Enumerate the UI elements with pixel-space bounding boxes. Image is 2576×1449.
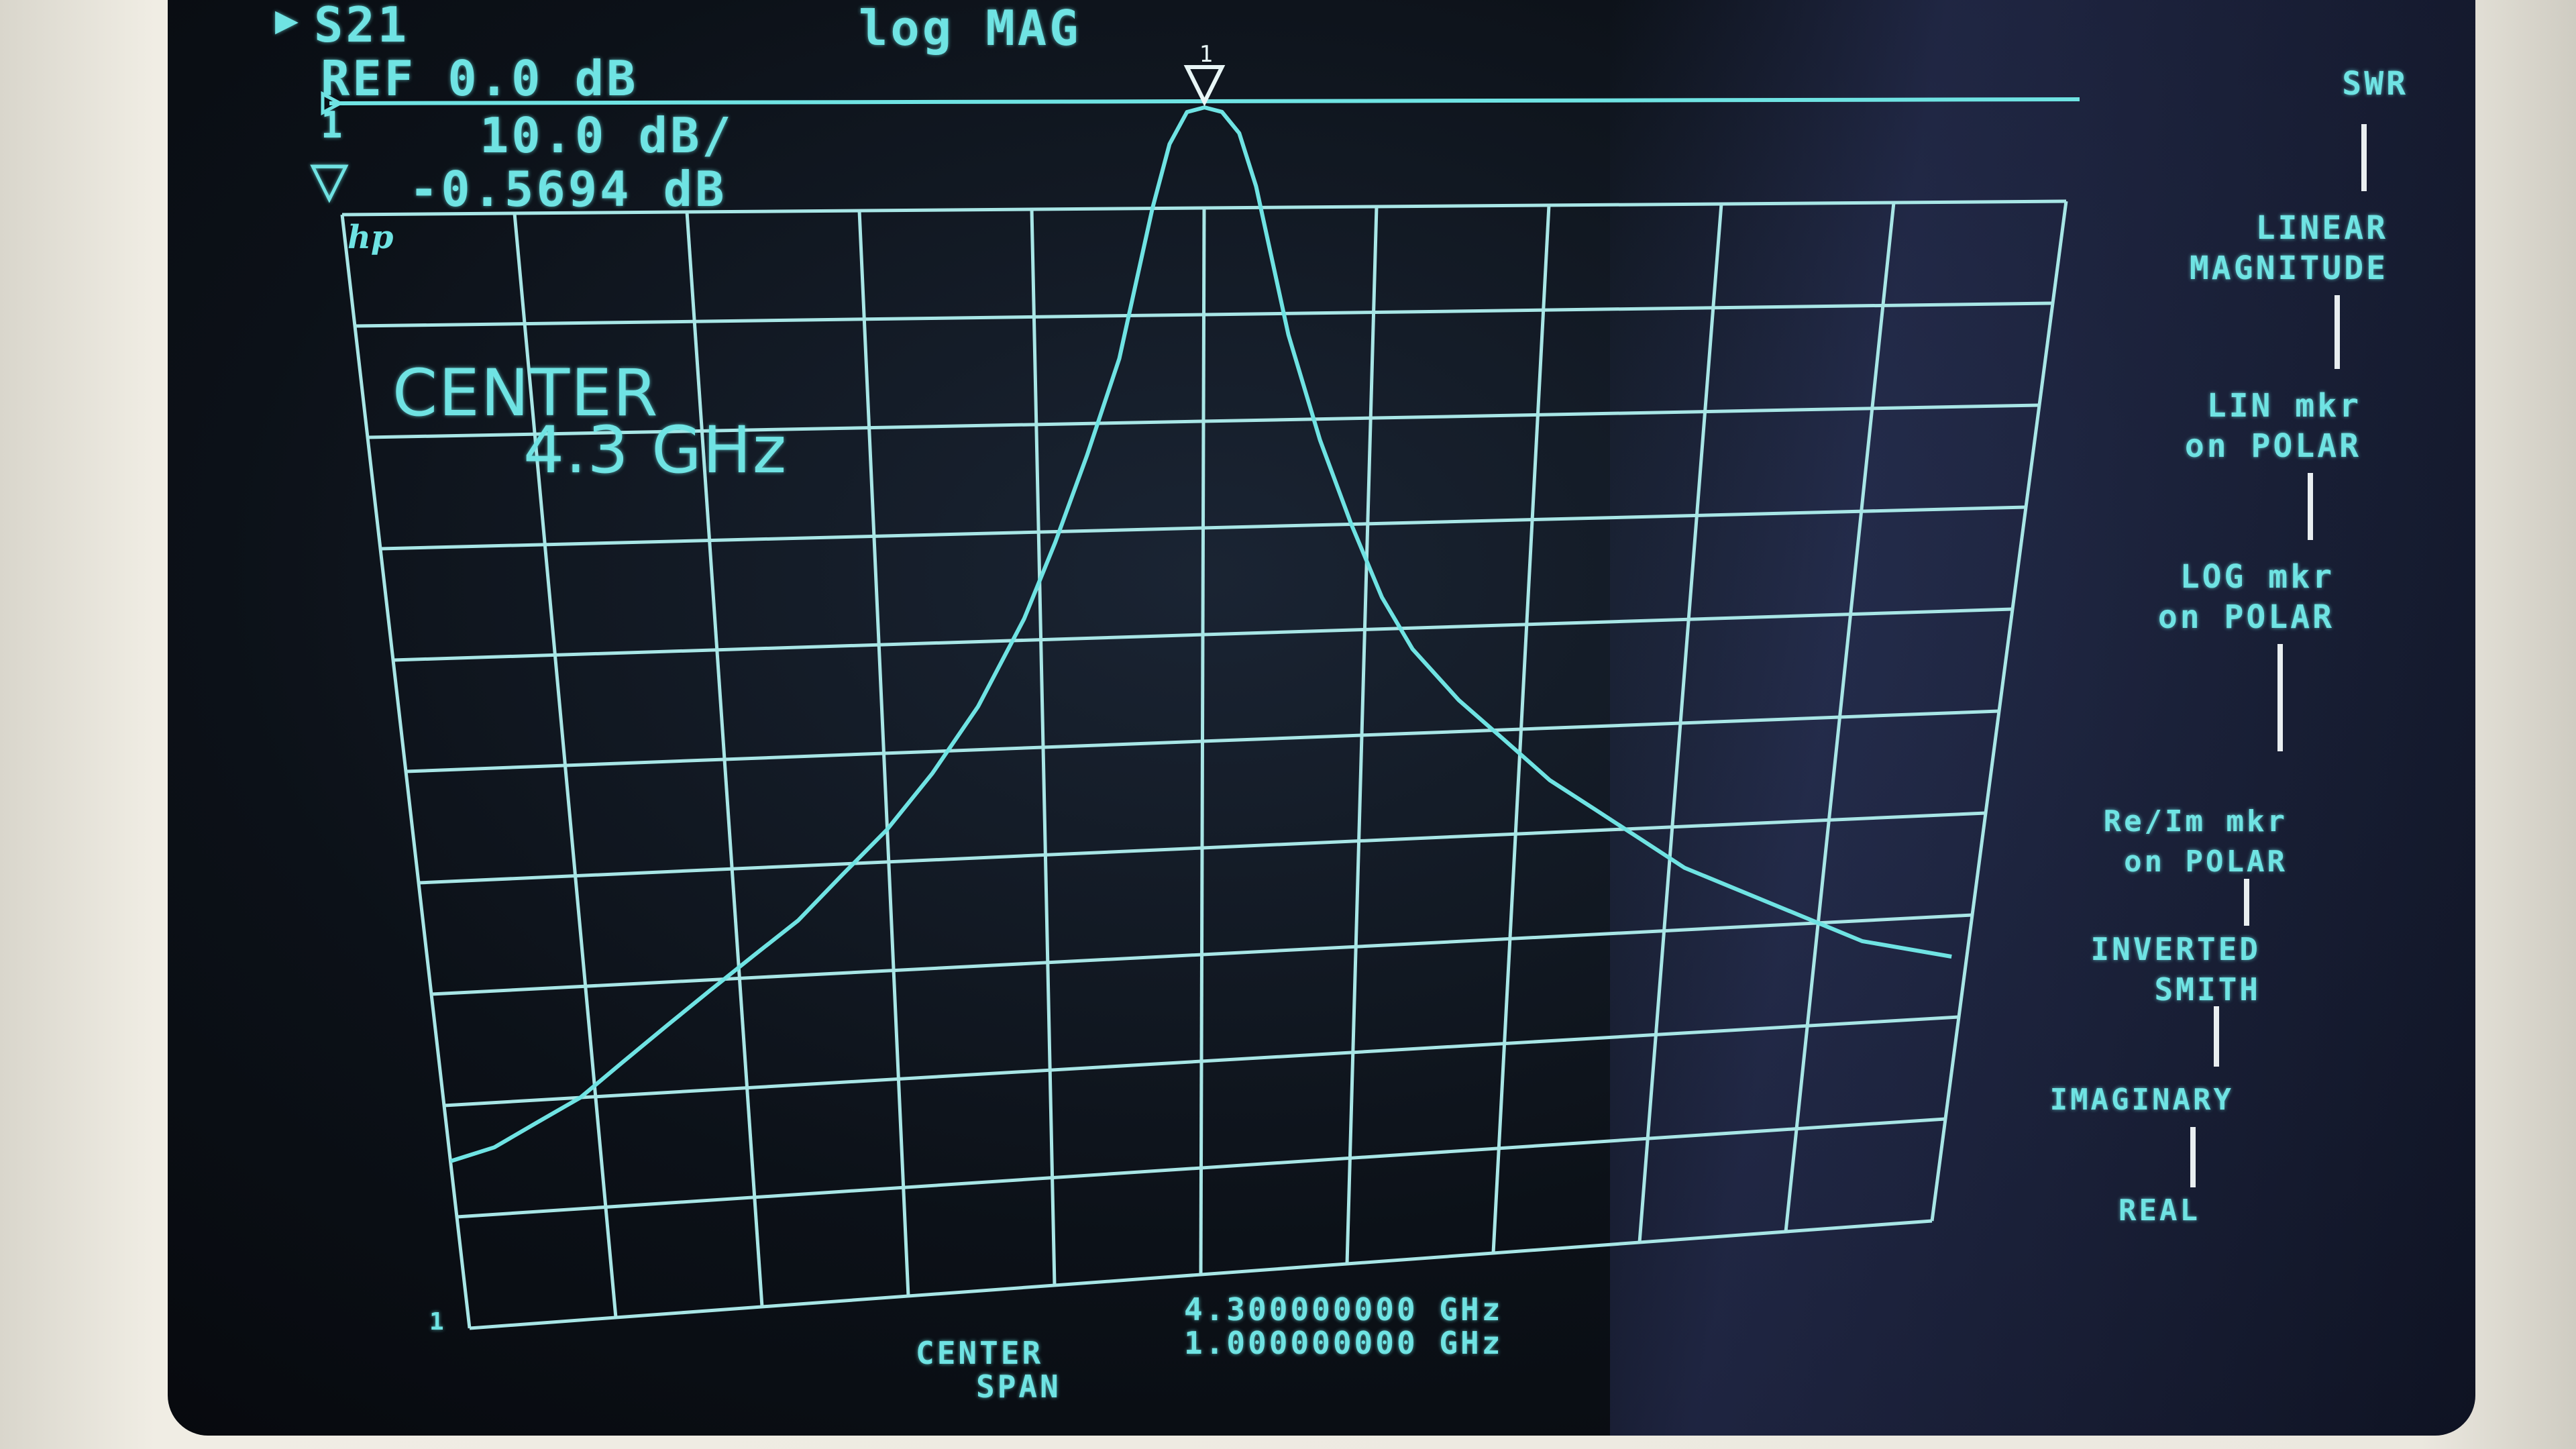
grid-line-horizontal — [469, 1219, 1933, 1330]
grid-line-horizontal — [392, 607, 2013, 662]
center-title: CENTER — [392, 356, 659, 431]
softkey-real-label: REAL — [2118, 1193, 2200, 1228]
grid-line-horizontal — [443, 1015, 1960, 1108]
hp-logo: hp — [347, 219, 393, 256]
softkey-divider — [2190, 1127, 2196, 1187]
softkey-divider — [2277, 644, 2283, 751]
softkey-inverted-smith-line2: SMITH — [2154, 971, 2261, 1008]
softkey-log-mkr-polar-line1: LOG mkr — [2180, 558, 2334, 596]
softkey-reim-mkr-polar[interactable]: Re/Im mkr on POLAR — [1952, 802, 2288, 882]
softkey-reim-mkr-polar-line2: on POLAR — [2124, 845, 2288, 879]
softkey-lin-mkr-polar-line1: LIN mkr — [2206, 387, 2361, 425]
softkey-inverted-smith[interactable]: INVERTED SMITH — [1925, 929, 2261, 1010]
marker-triangle-icon — [1183, 65, 1226, 107]
softkey-log-mkr-polar[interactable]: LOG mkr on POLAR — [1999, 557, 2334, 637]
grid-line-horizontal — [341, 199, 2067, 217]
grid-line-horizontal — [380, 505, 2027, 551]
softkey-real[interactable]: REAL — [1932, 1191, 2200, 1231]
footer-span-label: SPAN — [976, 1368, 1061, 1405]
ref-position-icon: ▽ — [310, 141, 352, 216]
softkey-swr-label: SWR — [2342, 65, 2408, 103]
channel-number: 1 — [321, 104, 345, 146]
analyzer-screen — [168, 0, 2475, 1436]
param-label: S21 — [314, 0, 410, 53]
grid-line-horizontal — [418, 811, 1986, 885]
softkey-reim-mkr-polar-line1: Re/Im mkr — [2103, 804, 2288, 839]
param-triangle-icon: ▶ — [275, 0, 301, 42]
ref-level-pointer — [321, 91, 344, 116]
softkey-divider — [2308, 473, 2313, 540]
screen-glare — [1610, 0, 2475, 1436]
center-value: 4.3 GHz — [523, 413, 788, 488]
grid-line-horizontal — [354, 301, 2053, 328]
ref-label: REF 0.0 dB — [321, 50, 639, 107]
footer-center-label: CENTER — [916, 1335, 1044, 1371]
softkey-linear-magnitude-line2: MAGNITUDE — [2189, 250, 2388, 287]
marker-number: 1 — [1199, 41, 1212, 68]
softkey-divider — [2334, 295, 2340, 369]
scale-label: 10.0 dB/ — [480, 107, 734, 164]
softkey-swr[interactable]: SWR — [2140, 64, 2408, 104]
softkey-log-mkr-polar-line2: on POLAR — [2157, 598, 2334, 636]
softkey-linear-magnitude-line1: LINEAR — [2255, 209, 2388, 247]
s21-trace — [449, 105, 1952, 1163]
softkey-lin-mkr-polar[interactable]: LIN mkr on POLAR — [2026, 386, 2361, 466]
grid-line-horizontal — [405, 709, 2000, 773]
softkey-lin-mkr-polar-line2: on POLAR — [2184, 427, 2361, 465]
marker-value: -0.5694 dB — [409, 161, 727, 217]
softkey-inverted-smith-line1: INVERTED — [2090, 931, 2261, 967]
softkey-imaginary-label: IMAGINARY — [2049, 1083, 2234, 1117]
footer-span-value: 1.000000000 GHz — [1184, 1325, 1503, 1361]
softkey-divider — [2244, 879, 2249, 926]
softkey-divider — [2214, 1006, 2219, 1067]
marker-1: 1 — [1183, 41, 1226, 107]
grid-line-horizontal — [431, 913, 1973, 996]
softkey-divider — [2361, 124, 2367, 191]
grid-line-horizontal — [367, 403, 2040, 439]
footer-center-value: 4.300000000 GHz — [1184, 1291, 1503, 1328]
softkey-linear-magnitude[interactable]: LINEAR MAGNITUDE — [2053, 208, 2388, 288]
start-marker-label: 1 — [429, 1308, 447, 1336]
softkey-imaginary[interactable]: IMAGINARY — [1898, 1080, 2234, 1120]
format-label: log MAG — [859, 0, 1081, 56]
grid-line-horizontal — [456, 1117, 1946, 1219]
graticule — [340, 199, 2068, 1330]
